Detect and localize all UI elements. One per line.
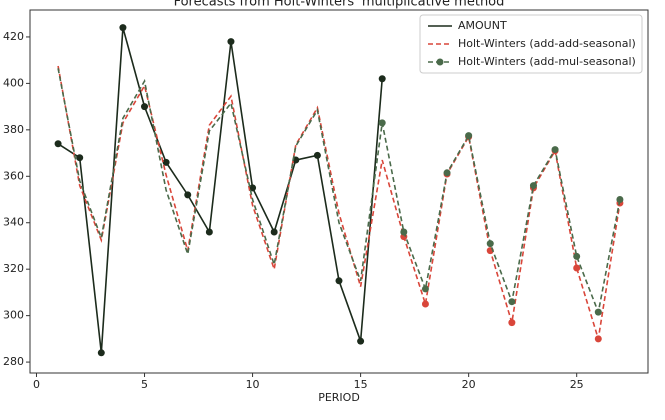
series-marker bbox=[205, 228, 213, 236]
y-tick-label: 340 bbox=[3, 216, 24, 229]
series-marker bbox=[141, 103, 149, 111]
series-marker bbox=[54, 140, 62, 148]
series-marker bbox=[508, 298, 516, 306]
series-marker bbox=[270, 228, 278, 236]
y-tick-label: 300 bbox=[3, 309, 24, 322]
series-marker bbox=[486, 240, 494, 248]
y-tick-label: 320 bbox=[3, 262, 24, 275]
series-marker bbox=[594, 308, 602, 316]
series-marker bbox=[227, 38, 235, 46]
series-marker bbox=[184, 191, 192, 199]
legend-label: AMOUNT bbox=[458, 19, 507, 32]
series-marker bbox=[616, 196, 624, 204]
y-tick-label: 280 bbox=[3, 355, 24, 368]
x-tick-label: 25 bbox=[570, 378, 584, 391]
plot-frame bbox=[29, 9, 649, 374]
x-tick-label: 5 bbox=[141, 378, 148, 391]
series-marker bbox=[249, 184, 257, 192]
series-line bbox=[57, 65, 621, 340]
series-marker bbox=[508, 319, 516, 327]
series-marker bbox=[465, 132, 473, 140]
legend-label: Holt-Winters (add-mul-seasonal) bbox=[458, 55, 636, 68]
series-marker bbox=[76, 154, 84, 162]
x-tick-label: 0 bbox=[33, 378, 40, 391]
x-tick-label: 10 bbox=[246, 378, 260, 391]
x-tick-label: 20 bbox=[462, 378, 476, 391]
series-marker bbox=[162, 158, 170, 166]
y-tick-label: 400 bbox=[3, 76, 24, 89]
series-marker bbox=[97, 349, 105, 357]
legend-marker bbox=[436, 58, 444, 66]
legend-label: Holt-Winters (add-add-seasonal) bbox=[458, 37, 636, 50]
series-marker bbox=[400, 228, 408, 236]
series-marker bbox=[551, 146, 559, 154]
series-marker bbox=[594, 335, 602, 343]
series-marker bbox=[443, 169, 451, 177]
chart-title: Forecasts from Holt-Winters' multiplicat… bbox=[174, 0, 505, 10]
series-marker bbox=[335, 277, 343, 285]
series-marker bbox=[378, 75, 386, 83]
series-marker bbox=[357, 337, 365, 345]
x-tick-label: 15 bbox=[354, 378, 368, 391]
series-marker bbox=[421, 300, 429, 308]
series-line bbox=[57, 68, 621, 316]
series-line bbox=[57, 27, 384, 353]
legend-box bbox=[419, 14, 643, 74]
series-marker bbox=[573, 264, 581, 272]
series-marker bbox=[313, 151, 321, 159]
series-marker bbox=[378, 119, 386, 127]
series-marker bbox=[529, 182, 537, 190]
series-marker bbox=[573, 252, 581, 260]
series-marker bbox=[421, 285, 429, 293]
y-tick-label: 380 bbox=[3, 123, 24, 136]
y-tick-label: 420 bbox=[3, 30, 24, 43]
x-axis-label: PERIOD bbox=[318, 391, 360, 404]
y-tick-label: 360 bbox=[3, 169, 24, 182]
series-marker bbox=[119, 24, 127, 32]
